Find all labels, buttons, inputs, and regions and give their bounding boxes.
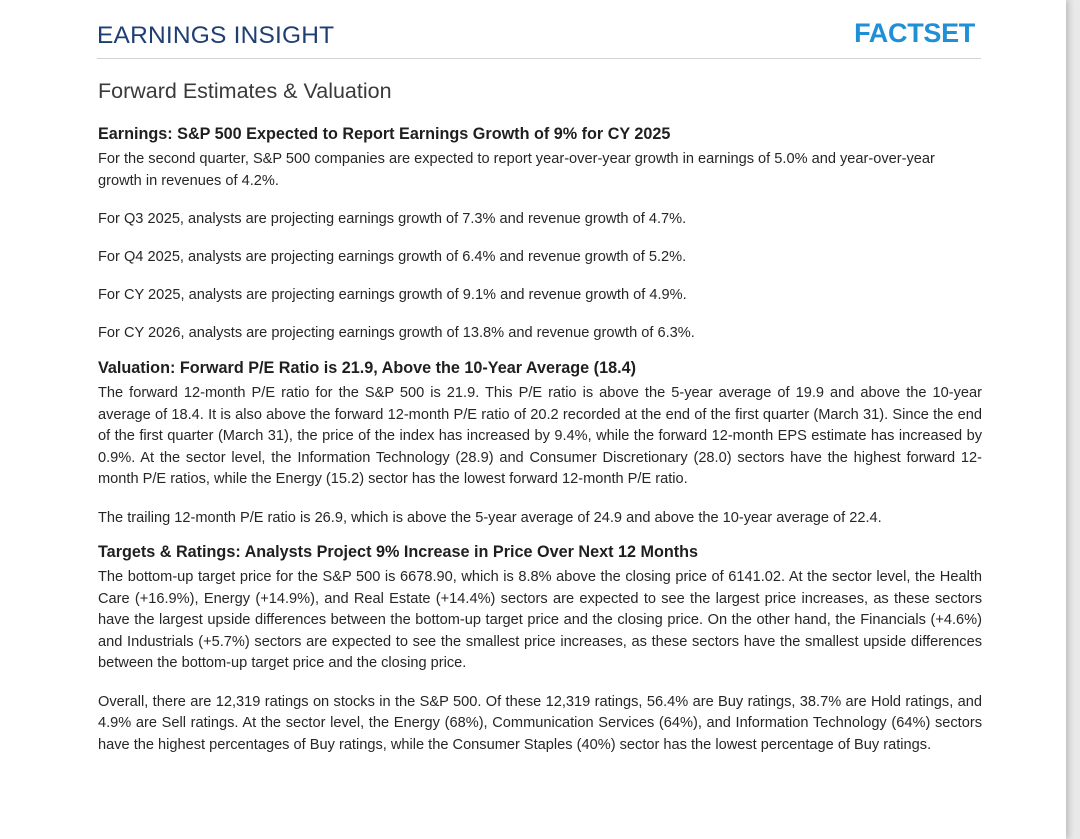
- targets-paragraph-ratings: Overall, there are 12,319 ratings on sto…: [98, 693, 982, 753]
- factset-logo: FACTSET: [854, 18, 975, 48]
- earnings-paragraph-q4: For Q4 2025, analysts are projecting ear…: [98, 248, 687, 265]
- earnings-paragraph-q3: For Q3 2025, analysts are projecting ear…: [98, 210, 687, 227]
- targets-heading: Targets & Ratings: Analysts Project 9% I…: [98, 543, 699, 562]
- report-title: EARNINGS INSIGHT: [97, 22, 335, 49]
- earnings-paragraph-cy2025: For CY 2025, analysts are projecting ear…: [98, 287, 687, 304]
- earnings-paragraph-cy2026: For CY 2026, analysts are projecting ear…: [98, 325, 695, 342]
- section-title: Forward Estimates & Valuation: [98, 79, 392, 103]
- page-content: Forward Estimates & Valuation Earnings: …: [98, 77, 982, 773]
- valuation-paragraph-trailing-pe: The trailing 12-month P/E ratio is 26.9,…: [98, 509, 882, 526]
- targets-paragraph-target-price: The bottom-up target price for the S&P 5…: [98, 569, 982, 672]
- earnings-heading: Earnings: S&P 500 Expected to Report Ear…: [98, 125, 671, 143]
- valuation-paragraph-forward-pe: The forward 12-month P/E ratio for the S…: [98, 384, 982, 488]
- earnings-paragraph-q2: For the second quarter, S&P 500 companie…: [98, 151, 935, 189]
- valuation-heading: Valuation: Forward P/E Ratio is 21.9, Ab…: [98, 358, 636, 377]
- page-header: EARNINGS INSIGHT FACTSET: [97, 18, 981, 59]
